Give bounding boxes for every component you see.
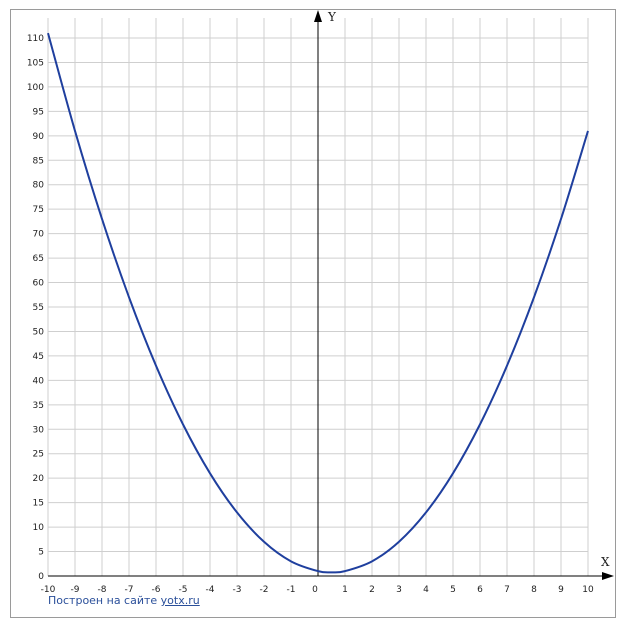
x-tick-labels: -10 -9 -8 -7 -6 -5 -4 -3 -2 -1 0 1 2 3 4 5 6 7 8 9 10 <box>41 585 594 595</box>
y-axis-label: Y <box>327 10 337 24</box>
x-tick-label: -7 <box>125 585 134 595</box>
site-credit: Построен на сайте yotx.ru <box>48 594 200 607</box>
series-lines <box>47 32 589 574</box>
y-tick-label: 65 <box>33 254 44 264</box>
y-tick-label: 15 <box>33 499 44 509</box>
y-tick-label: 60 <box>33 279 45 289</box>
credit-link[interactable]: yotx.ru <box>160 594 200 607</box>
y-tick-label: 105 <box>27 58 44 68</box>
y-tick-label: 110 <box>27 34 44 44</box>
y-tick-label: 20 <box>33 474 45 484</box>
x-tick-label: -4 <box>206 585 215 595</box>
x-tick-label: -2 <box>260 585 269 595</box>
y-tick-label: 70 <box>33 230 45 240</box>
y-tick-label: 0 <box>38 572 44 582</box>
y-tick-label: 50 <box>33 327 45 337</box>
x-tick-label: -3 <box>233 585 242 595</box>
y-tick-label: 35 <box>33 401 44 411</box>
chart-frame <box>10 9 616 618</box>
x-axis-label: X <box>601 555 610 569</box>
y-tick-label: 30 <box>33 425 45 435</box>
y-tick-labels: 0 5 10 15 20 25 30 35 40 45 50 55 60 65 70 75 80 85 90 95 10… <box>27 34 44 582</box>
y-tick-label: 95 <box>33 107 44 117</box>
y-tick-label: 100 <box>27 83 44 93</box>
x-tick-label: 2 <box>369 585 375 595</box>
y-tick-label: 25 <box>33 450 44 460</box>
x-tick-label: 1 <box>342 585 348 595</box>
x-tick-label: 10 <box>582 585 594 595</box>
x-tick-label: 7 <box>504 585 510 595</box>
y-tick-label: 10 <box>33 523 45 533</box>
x-tick-label: 5 <box>450 585 456 595</box>
axes <box>48 10 614 580</box>
y-tick-label: 90 <box>33 132 45 142</box>
x-tick-label: 8 <box>531 585 537 595</box>
x-tick-label: -10 <box>41 585 56 595</box>
credit-text: Построен на сайте <box>48 594 158 607</box>
y-tick-label: 80 <box>33 181 45 191</box>
y-tick-label: 40 <box>33 376 45 386</box>
x-tick-label: -1 <box>287 585 296 595</box>
x-tick-label: 4 <box>423 585 429 595</box>
x-axis-arrow <box>602 572 614 580</box>
x-tick-label: -8 <box>98 585 107 595</box>
x-tick-label: -6 <box>152 585 161 595</box>
x-tick-label: 6 <box>477 585 483 595</box>
x-tick-label: 3 <box>396 585 402 595</box>
x-tick-label: 0 <box>312 585 318 595</box>
y-tick-label: 5 <box>38 548 44 558</box>
y-tick-label: 45 <box>33 352 44 362</box>
x-tick-label: -5 <box>179 585 188 595</box>
y-tick-label: 85 <box>33 156 44 166</box>
x-tick-label: 9 <box>558 585 564 595</box>
y-tick-label: 55 <box>33 303 44 313</box>
y-axis-arrow <box>314 10 322 22</box>
x-tick-label: -9 <box>71 585 80 595</box>
series-line-0 <box>47 32 589 574</box>
y-tick-label: 75 <box>33 205 44 215</box>
